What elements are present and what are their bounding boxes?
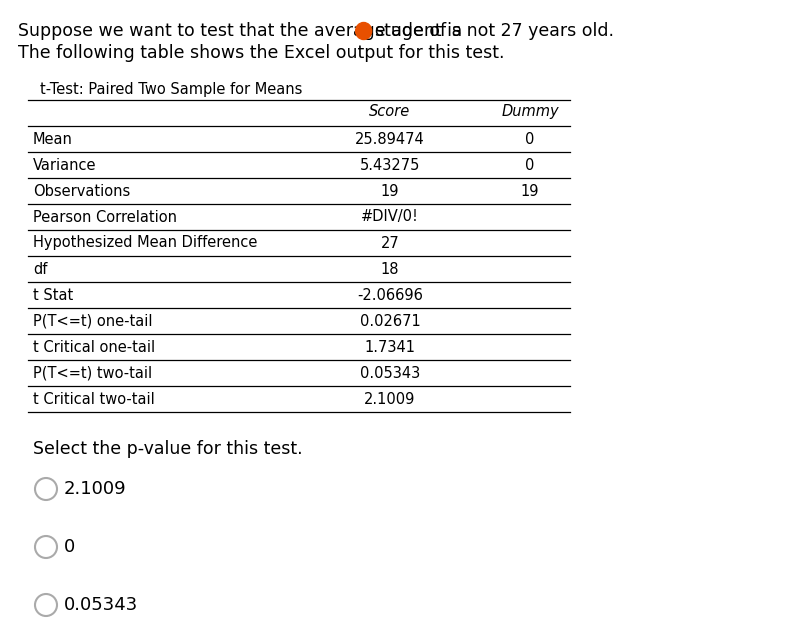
Text: 27: 27 <box>380 235 400 250</box>
Text: 0: 0 <box>525 131 535 147</box>
Text: 0.02671: 0.02671 <box>360 313 420 328</box>
Text: Select the p-value for this test.: Select the p-value for this test. <box>33 440 303 458</box>
Text: Score: Score <box>369 104 411 120</box>
Text: Dummy: Dummy <box>501 104 559 120</box>
Text: Variance: Variance <box>33 157 97 172</box>
Text: 0.05343: 0.05343 <box>64 596 138 614</box>
Text: 0: 0 <box>525 157 535 172</box>
Text: t Critical two-tail: t Critical two-tail <box>33 391 155 406</box>
Text: Mean: Mean <box>33 131 73 147</box>
Text: df: df <box>33 262 47 277</box>
Text: 2.1009: 2.1009 <box>64 480 126 498</box>
Text: Observations: Observations <box>33 184 130 199</box>
Text: 0: 0 <box>64 538 75 556</box>
Text: 18: 18 <box>381 262 400 277</box>
Text: 2.1009: 2.1009 <box>364 391 415 406</box>
Text: t Stat: t Stat <box>33 287 74 303</box>
Ellipse shape <box>356 23 372 40</box>
Text: The following table shows the Excel output for this test.: The following table shows the Excel outp… <box>18 44 504 62</box>
Text: 1.7341: 1.7341 <box>364 340 415 355</box>
Text: 0.05343: 0.05343 <box>360 365 420 381</box>
Text: -2.06696: -2.06696 <box>357 287 423 303</box>
Text: 25.89474: 25.89474 <box>355 131 425 147</box>
Text: student is not 27 years old.: student is not 27 years old. <box>375 22 614 40</box>
Text: P(T<=t) one-tail: P(T<=t) one-tail <box>33 313 153 328</box>
Text: #DIV/0!: #DIV/0! <box>361 209 419 225</box>
Text: 5.43275: 5.43275 <box>360 157 420 172</box>
Text: Hypothesized Mean Difference: Hypothesized Mean Difference <box>33 235 257 250</box>
Text: t Critical one-tail: t Critical one-tail <box>33 340 155 355</box>
Text: Pearson Correlation: Pearson Correlation <box>33 209 177 225</box>
Text: Suppose we want to test that the average age of a: Suppose we want to test that the average… <box>18 22 463 40</box>
Text: P(T<=t) two-tail: P(T<=t) two-tail <box>33 365 152 381</box>
Text: 19: 19 <box>381 184 400 199</box>
Text: 19: 19 <box>521 184 539 199</box>
Text: t-Test: Paired Two Sample for Means: t-Test: Paired Two Sample for Means <box>40 82 302 97</box>
